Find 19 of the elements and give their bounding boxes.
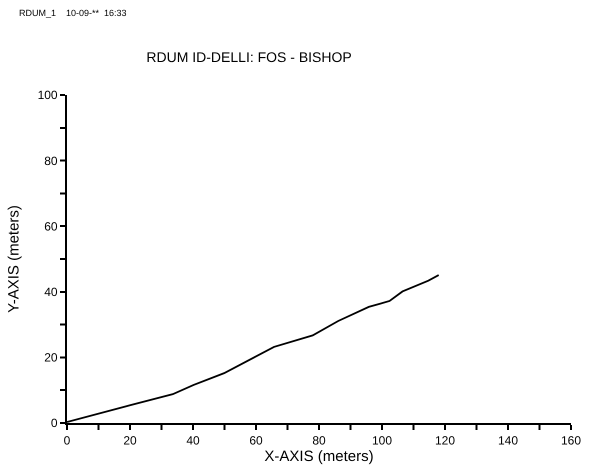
x-tick-label: 80 xyxy=(312,433,326,448)
y-tick-label: 60 xyxy=(44,219,58,234)
x-tick-label: 100 xyxy=(372,433,392,448)
x-tick-label: 20 xyxy=(123,433,137,448)
y-tick-label: 40 xyxy=(44,285,58,299)
y-tick-label: 20 xyxy=(44,350,58,365)
x-tick-label: 140 xyxy=(498,433,518,448)
y-axis-title: Y-AXIS (meters) xyxy=(5,205,22,313)
text: RDUM_1 10-09-** 16:33 xyxy=(19,8,127,18)
x-tick-label: 40 xyxy=(186,433,200,448)
x-tick-label: 120 xyxy=(434,433,456,448)
y-tick-label: 100 xyxy=(38,88,58,102)
x-tick-label: 60 xyxy=(249,433,263,448)
y-tick-label: 0 xyxy=(50,416,58,430)
x-tick-label: 160 xyxy=(560,433,582,448)
chart-title: RDUM ID-DELLI: FOS - BISHOP xyxy=(146,49,352,66)
x-tick-label: 0 xyxy=(64,433,71,448)
y-tick-label: 80 xyxy=(44,154,58,168)
x-axis-title: X-AXIS (meters) xyxy=(264,448,374,465)
